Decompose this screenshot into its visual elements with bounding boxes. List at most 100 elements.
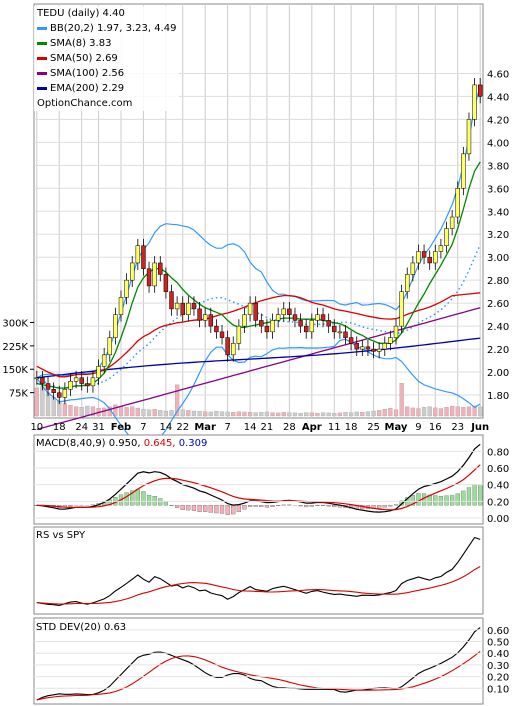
candle-body bbox=[360, 346, 365, 350]
candle-body bbox=[444, 228, 449, 246]
volume-bar bbox=[79, 407, 84, 417]
volume-bar bbox=[382, 408, 387, 417]
macd-hist-bar bbox=[427, 494, 432, 506]
candle-body bbox=[466, 119, 472, 155]
candle bbox=[337, 324, 343, 339]
x-tick-label: 10 bbox=[30, 422, 43, 433]
candle bbox=[388, 330, 393, 351]
candle-body bbox=[45, 383, 51, 390]
macd-hist-bar bbox=[270, 505, 275, 507]
candle bbox=[107, 330, 112, 362]
candle-body bbox=[438, 245, 444, 252]
macd-hist-bar bbox=[191, 505, 197, 511]
macd-hist-bar bbox=[332, 505, 337, 508]
volume-bar bbox=[337, 412, 342, 417]
legend-bb: BB(20,2) 1.97, 3.23, 4.49 bbox=[37, 21, 176, 36]
price-tick-label: 4.60 bbox=[487, 69, 509, 80]
volume-bar bbox=[371, 410, 376, 417]
macd-hist-bar bbox=[231, 505, 236, 515]
x-tick-label: 21 bbox=[261, 422, 274, 433]
volume-bar bbox=[450, 405, 455, 417]
candle bbox=[455, 181, 460, 224]
volume-bar bbox=[40, 386, 45, 417]
candle bbox=[466, 112, 472, 161]
macd-hist-bar bbox=[259, 505, 264, 507]
volume-tick-label: 300K bbox=[2, 318, 28, 329]
candle-body bbox=[197, 308, 202, 321]
candle-body bbox=[146, 268, 152, 287]
candle bbox=[180, 296, 185, 322]
volume-bar bbox=[146, 409, 152, 417]
volume-bar bbox=[472, 405, 477, 417]
macd-tick-label: 0.80 bbox=[487, 447, 509, 458]
candle-body bbox=[141, 245, 146, 269]
candle bbox=[399, 284, 404, 334]
volume-bar bbox=[365, 411, 371, 417]
legend-sma100: SMA(100) 2.56 bbox=[37, 66, 176, 81]
volume-bar bbox=[85, 405, 90, 417]
candle-body bbox=[365, 346, 371, 350]
macd-hist-bar bbox=[393, 504, 399, 506]
volume-bar bbox=[253, 412, 258, 417]
x-tick-label: 7 bbox=[224, 422, 230, 433]
candle-body bbox=[320, 314, 326, 321]
legend-bb-label: BB(20,2) 1.97, 3.23, 4.49 bbox=[50, 23, 177, 34]
candle bbox=[90, 370, 96, 393]
candle-body bbox=[180, 302, 185, 315]
candle-body bbox=[449, 216, 455, 229]
legend-sma100-label: SMA(100) 2.56 bbox=[50, 68, 125, 79]
candle bbox=[332, 319, 337, 339]
candle bbox=[152, 256, 157, 293]
x-tick-label: 9 bbox=[415, 422, 421, 433]
volume-bar bbox=[214, 411, 219, 417]
macd-tick-label: 0.00 bbox=[487, 514, 509, 525]
x-tick-label: 14 bbox=[244, 422, 257, 433]
candle bbox=[247, 296, 253, 322]
candle-body bbox=[298, 320, 303, 327]
volume-bar bbox=[427, 406, 432, 417]
macd-hist-bar bbox=[264, 505, 270, 508]
macd-hist-bar bbox=[107, 499, 112, 506]
candle-body bbox=[337, 331, 343, 334]
candle-body bbox=[191, 302, 197, 310]
std-tick-label: 0.20 bbox=[487, 673, 509, 684]
candle-body bbox=[135, 245, 141, 264]
volume-bar bbox=[186, 410, 191, 417]
macd-hist-bar bbox=[298, 505, 303, 507]
volume-bar bbox=[354, 411, 359, 417]
macd-hist-bar bbox=[455, 493, 460, 506]
volume-bar bbox=[236, 411, 241, 417]
candle bbox=[472, 78, 477, 127]
std-tick-label: 0.10 bbox=[487, 684, 509, 695]
candle bbox=[135, 238, 141, 270]
candle-body bbox=[393, 325, 399, 338]
candle bbox=[79, 370, 84, 391]
macd-hist-bar bbox=[433, 495, 438, 506]
candle bbox=[259, 313, 264, 334]
macd-hist-bar bbox=[326, 505, 331, 507]
volume-bar bbox=[466, 406, 472, 417]
volume-bar bbox=[231, 412, 236, 417]
volume-bar bbox=[175, 384, 180, 417]
candle bbox=[73, 370, 79, 389]
volume-bar bbox=[113, 404, 118, 417]
x-tick-label: May bbox=[385, 422, 408, 433]
volume-bar bbox=[197, 411, 202, 417]
candle bbox=[433, 244, 438, 270]
candle bbox=[421, 244, 427, 265]
volume-bar bbox=[62, 403, 67, 417]
price-tick-label: 3.40 bbox=[487, 207, 509, 218]
candle bbox=[208, 307, 214, 334]
volume-bar bbox=[135, 408, 140, 417]
candle bbox=[169, 284, 174, 316]
candle bbox=[124, 273, 129, 305]
macd-hist-bar bbox=[438, 495, 444, 506]
candle bbox=[231, 336, 236, 362]
candle-body bbox=[270, 320, 275, 333]
candle-body bbox=[281, 308, 286, 315]
macd-hist-bar bbox=[186, 505, 191, 511]
candle bbox=[214, 319, 219, 339]
candle-body bbox=[376, 348, 382, 352]
volume-bar bbox=[287, 412, 292, 417]
candle-body bbox=[186, 302, 191, 315]
